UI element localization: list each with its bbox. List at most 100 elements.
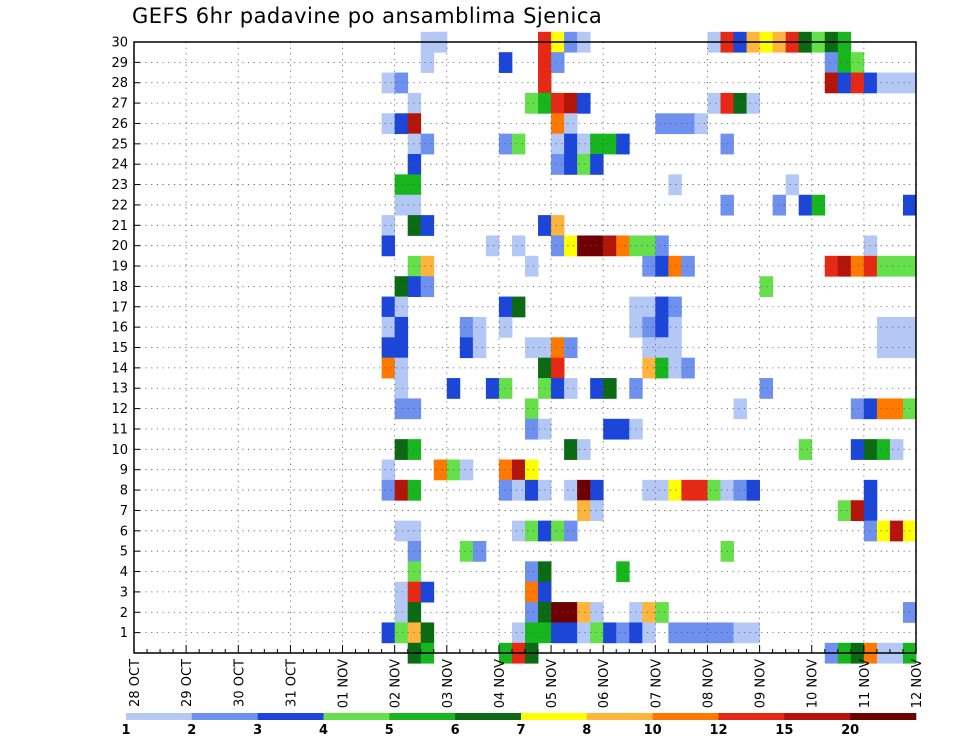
heatmap-cell [381,72,396,94]
heatmap-cell [511,520,526,542]
heatmap-cell [863,255,878,277]
x-axis: 28 OCT 29 OCT 30 OCT 31 OCT 01 NOV 02 NOV 03 N… [128,645,925,708]
y-tick-label: 12 [111,402,128,417]
heatmap-cell [655,357,669,379]
x-tick-label: 28 OCT [128,659,143,707]
heatmap-cell [511,479,526,501]
heatmap-cell [525,520,539,542]
heatmap-cell [876,316,917,338]
heatmap-cell [889,439,904,460]
heatmap-cell [863,500,878,522]
y-tick-label: 21 [111,219,128,234]
heatmap-cell [564,113,578,135]
heatmap-cell [850,439,865,460]
heatmap-cell [798,439,813,460]
heatmap-cell [733,398,747,420]
heatmap-cell [642,602,656,623]
legend-swatch [191,713,258,720]
x-tick-label: 05 NOV [545,659,560,708]
y-tick-label: 9 [120,463,128,478]
heatmap-cell [759,378,774,399]
legend-swatch [521,713,588,720]
heatmap-cell [629,235,656,257]
heatmap-cell [551,52,565,73]
y-tick-label: 29 [111,56,128,71]
heatmap-cell [707,479,721,501]
heatmap-cell [564,92,578,114]
heatmap-cell [564,378,578,399]
heatmap-cell [577,622,591,644]
legend-label: 15 [775,723,793,738]
heatmap-cell [850,500,865,522]
heatmap-cell [746,92,760,114]
chart-title: GEFS 6hr padavine po ansamblima Sjenica [132,4,603,28]
heatmap-cell [642,622,656,644]
y-tick-label: 19 [111,260,128,275]
legend-label: 10 [644,723,662,738]
legend-label: 6 [451,723,460,738]
heatmap-cell [381,316,396,338]
heatmap-cell [655,602,669,623]
heatmap-cell [603,418,630,440]
y-tick-label: 24 [111,158,128,173]
heatmap-cell [850,398,865,420]
y-tick-label: 14 [111,361,128,376]
x-tick-label: 04 NOV [493,659,508,708]
heatmap-cell [850,255,865,277]
heatmap-cell [655,255,669,277]
x-tick-label: 08 NOV [701,659,716,708]
legend-swatch [455,713,522,720]
heatmap-cell [876,72,917,94]
heatmap-cell [381,622,396,644]
heatmap-cell [551,154,565,175]
heatmap-cell [772,194,787,216]
heatmap-cell [551,133,565,155]
heatmap-cell [746,479,760,501]
heatmap-cell [577,500,591,522]
x-tick-label: 31 OCT [284,659,299,707]
color-legend: 1 2 3 4 5 6 7 8 10 12 15 20 [121,713,917,738]
heatmap-cell [394,622,409,644]
x-tick-label: 30 OCT [232,659,247,707]
heatmap-cell [603,235,617,257]
y-tick-label: 26 [111,117,128,132]
heatmap-cell [668,316,682,338]
heatmap-cell [655,113,695,135]
heatmap-cell [564,235,578,257]
heatmap-cell [394,602,409,623]
heatmap-cell [551,337,565,359]
heatmap-cell [655,296,669,318]
heatmap-cell [525,581,539,603]
y-tick-label: 11 [111,422,128,437]
heatmap-cell [511,622,526,644]
y-tick-label: 15 [111,341,128,356]
heatmap-cell [551,113,565,135]
heatmap-cell [837,255,852,277]
heatmap-cell [551,357,565,379]
legend-swatch [652,713,719,720]
heatmap-cell [381,337,409,359]
heatmap-cell [472,337,487,359]
heatmap-cell [733,92,747,114]
heatmap-cell [525,561,539,583]
legend-label: 12 [709,723,727,738]
heatmap-cell [824,52,839,73]
legend-label: 2 [187,723,196,738]
heatmap-cell [577,133,591,155]
x-tick-label: 03 NOV [441,659,456,708]
heatmap-cell [564,337,578,359]
y-tick-label: 22 [111,198,128,213]
heatmap-cell [525,479,539,501]
legend-swatch [323,713,390,720]
heatmap-cell [551,92,565,114]
x-tick-label: 12 NOV [910,659,925,708]
heatmap-cell [616,622,630,644]
heatmap-cell [381,296,396,318]
heatmap-cell [394,479,409,501]
heatmap-cell [577,602,591,623]
x-tick-label: 06 NOV [597,659,612,708]
heatmap-cell [394,581,409,603]
y-tick-label: 5 [120,545,128,560]
heatmap-cell [472,540,487,562]
heatmap-cell [485,235,500,257]
